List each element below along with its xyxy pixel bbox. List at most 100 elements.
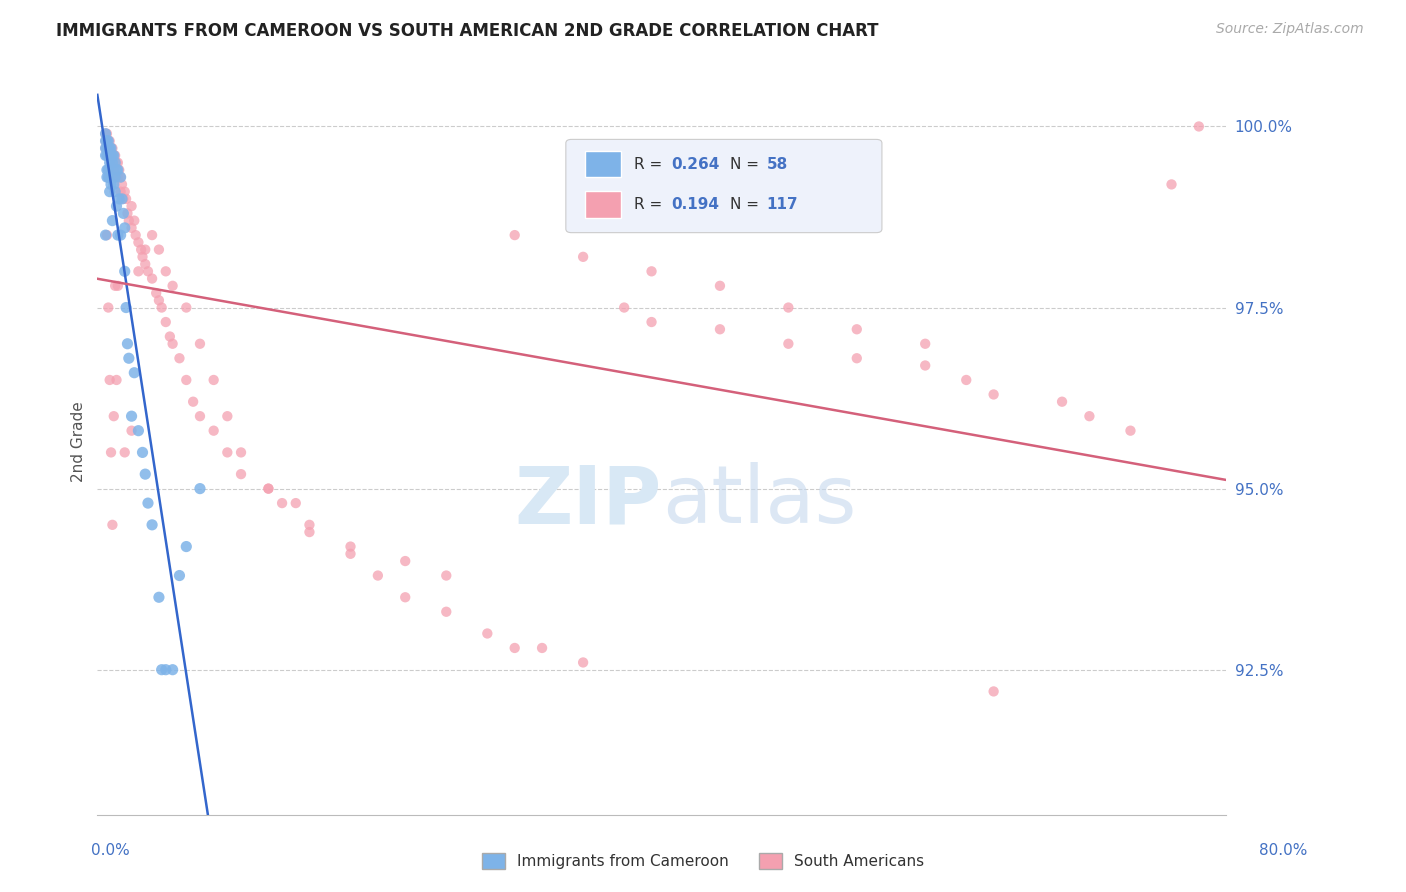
Point [94,127,117,141]
Point [110,228,132,243]
Point [105,170,128,185]
Point [115,192,138,206]
Point [101,213,124,227]
Point [107,162,129,177]
Point [105,373,128,387]
Point [148,293,170,308]
Point [394,554,416,568]
Point [150,663,173,677]
Point [298,517,321,532]
Point [96,141,118,155]
Point [613,301,636,315]
Point [98,170,121,185]
Point [284,496,307,510]
Point [97,141,120,155]
Point [134,467,156,482]
Point [131,250,153,264]
Point [531,640,554,655]
Point [100,178,122,192]
Text: 0.194: 0.194 [671,197,718,211]
Point [572,250,595,264]
Point [202,424,225,438]
Point [100,445,122,459]
Point [127,424,149,438]
Point [107,155,129,169]
Point [477,626,499,640]
Point [339,547,361,561]
Point [114,185,136,199]
Point [257,482,280,496]
Point [104,155,127,169]
Point [118,213,141,227]
Point [141,228,163,243]
Text: 117: 117 [766,197,799,211]
Point [97,141,120,155]
Point [134,243,156,257]
Point [134,257,156,271]
Point [188,409,211,424]
Point [105,162,128,177]
Point [1050,394,1073,409]
Point [121,220,143,235]
Point [640,264,662,278]
Point [121,424,143,438]
Point [104,148,127,162]
Point [96,148,118,162]
Legend: Immigrants from Cameroon, South Americans: Immigrants from Cameroon, South American… [475,847,931,875]
Point [98,141,121,155]
Point [105,155,128,169]
Point [162,278,184,293]
Point [101,517,124,532]
Point [503,228,526,243]
Point [434,568,457,582]
Point [107,170,129,185]
Point [145,286,167,301]
Text: 58: 58 [766,156,787,171]
Point [150,301,173,315]
Point [136,496,159,510]
Point [217,445,239,459]
Point [217,409,239,424]
Point [257,482,280,496]
Text: 80.0%: 80.0% [1260,843,1308,858]
Point [112,206,135,220]
Point [97,134,120,148]
Point [394,591,416,605]
Point [104,278,127,293]
Point [124,228,146,243]
Point [105,199,128,213]
Point [298,525,321,540]
Point [229,467,252,482]
Point [640,315,662,329]
Point [96,228,118,243]
FancyBboxPatch shape [585,191,621,218]
Point [202,373,225,387]
Point [169,568,191,582]
Point [121,409,143,424]
Point [96,170,118,185]
Point [94,141,117,155]
Point [96,141,118,155]
Point [96,162,118,177]
Point [845,322,868,336]
Point [181,394,204,409]
Point [188,336,211,351]
Point [110,170,132,185]
Point [914,359,936,373]
Point [94,228,117,243]
Point [97,148,120,162]
Point [100,141,122,155]
Point [100,148,122,162]
Point [271,496,294,510]
Point [148,243,170,257]
Point [169,351,191,366]
Point [955,373,977,387]
Point [103,148,125,162]
Point [111,178,134,192]
Point [983,684,1005,698]
Point [155,264,177,278]
Point [159,329,181,343]
Point [572,656,595,670]
Point [98,148,121,162]
Point [114,264,136,278]
